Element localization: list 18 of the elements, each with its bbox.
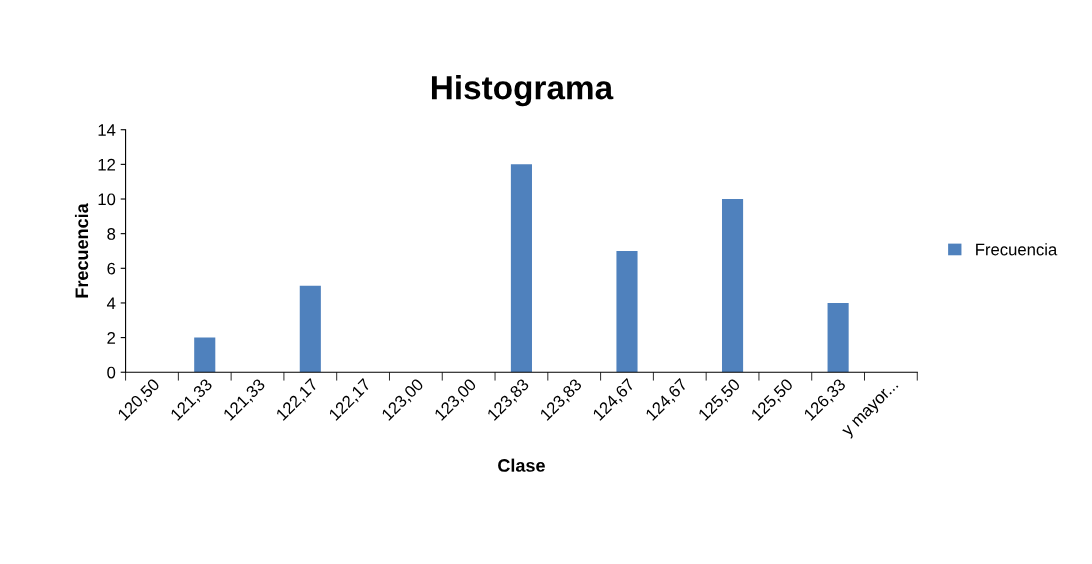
bar bbox=[510, 164, 532, 373]
y-tick-label: 0 bbox=[107, 366, 116, 379]
legend-label: Frecuencia bbox=[976, 243, 1058, 256]
y-tick-label: 6 bbox=[107, 262, 116, 275]
bar bbox=[721, 199, 744, 373]
y-tick-label: 8 bbox=[107, 228, 116, 240]
y-tick-label: 2 bbox=[107, 332, 116, 344]
bar bbox=[194, 337, 216, 373]
x-axis-title: Clase bbox=[498, 458, 545, 472]
y-tick-label: 4 bbox=[106, 297, 116, 309]
bar bbox=[616, 250, 638, 373]
y-tick-label: 10 bbox=[98, 193, 116, 206]
bar bbox=[299, 285, 321, 373]
y-tick-label: 14 bbox=[98, 124, 116, 136]
bar bbox=[827, 302, 849, 373]
y-axis-title: Frecuencia bbox=[74, 203, 89, 298]
chart-title: Histograma bbox=[431, 75, 614, 107]
y-tick-label: 12 bbox=[98, 158, 116, 171]
